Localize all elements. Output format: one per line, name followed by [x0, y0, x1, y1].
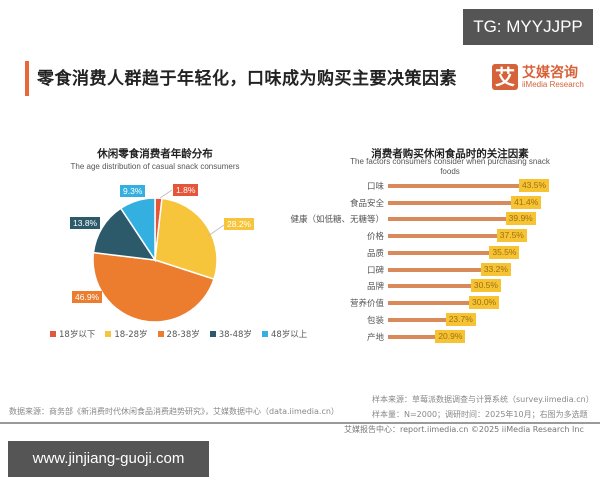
pie-slice	[154, 197, 218, 281]
bar-category-label: 品牌	[366, 282, 384, 292]
bar-row-health: 健康（如低糖、无糖等） 39.9%	[280, 212, 590, 226]
bar-row-nutrition: 营养价值 30.0%	[280, 296, 590, 310]
bar	[388, 301, 499, 305]
bar-category-label: 品质	[366, 249, 384, 259]
bar-value-label: 41.4%	[511, 196, 542, 209]
bar-value-label: 39.9%	[505, 212, 536, 225]
bar-chart-title: 消费者购买休闲食品时的关注因素	[371, 148, 529, 160]
legend-item-28-38: 28-38岁	[157, 328, 200, 340]
bar-row-taste: 口味 43.5%	[280, 179, 590, 193]
bar	[388, 284, 501, 288]
logo-mark-icon: 艾	[492, 64, 518, 90]
watermark-bottom: www.jinjiang-guoji.com	[8, 441, 209, 477]
legend-item-18-28: 18-28岁	[105, 328, 148, 340]
legend-swatch	[157, 331, 164, 337]
logo-name-en: iiMedia Research	[522, 80, 584, 89]
pie-label-38-48: 13.8%	[70, 217, 101, 229]
bar-category-label: 产地	[366, 333, 384, 343]
bar-row-origin: 产地 20.9%	[280, 330, 590, 344]
legend-swatch	[105, 331, 112, 337]
bar-value-label: 20.9%	[435, 330, 466, 343]
bar-category-label: 食品安全	[349, 199, 384, 209]
title-accent-bar	[25, 61, 29, 96]
bar-value-label: 30.5%	[470, 279, 501, 292]
bar	[388, 217, 536, 221]
bar	[388, 335, 466, 339]
pie-label-18-28: 28.2%	[224, 218, 255, 230]
bar-category-label: 口碑	[366, 266, 384, 276]
bar-row-reputation: 口碑 33.2%	[280, 263, 590, 277]
leader-line	[207, 224, 225, 237]
pie-label-28-38: 46.9%	[72, 291, 103, 303]
legend-label: 18-28岁	[114, 330, 148, 340]
bar-category-label: 包装	[366, 316, 384, 326]
bar-row-food-safety: 食品安全 41.4%	[280, 196, 590, 210]
bar-chart-subtitle: The factors consumers consider when purc…	[350, 157, 550, 176]
bar-category-label: 健康（如低糖、无糖等）	[290, 215, 384, 225]
bar	[388, 318, 476, 322]
bar-category-label: 价格	[366, 232, 384, 242]
bar-value-label: 37.5%	[496, 229, 527, 242]
bar-value-label: 33.2%	[480, 263, 511, 276]
bar-value-label: 30.0%	[469, 296, 500, 309]
bar-row-brand: 品牌 30.5%	[280, 279, 590, 293]
sample-source: 样本来源：草莓派数据调查与计算系统（survey.iimedia.cn）	[372, 395, 594, 404]
legend-swatch	[261, 331, 268, 337]
bar-value-label: 23.7%	[445, 313, 476, 326]
legend-item-48-plus: 48岁以上	[261, 328, 308, 340]
footer-copyright: 艾媒报告中心：report.iimedia.cn ©2025 iiMedia R…	[344, 425, 584, 434]
bar	[388, 201, 542, 205]
sample-size: 样本量：N=2000；调研时间：2025年10月；右图为多选题	[372, 410, 588, 419]
bar	[388, 268, 511, 272]
bar-category-label: 口味	[366, 182, 384, 192]
footer-divider	[0, 422, 600, 424]
legend-item-18-under: 18岁以下	[50, 328, 95, 340]
bar-row-price: 价格 37.5%	[280, 229, 590, 243]
logo-name-cn: 艾媒咨询	[522, 65, 578, 81]
pie-label-48-plus: 9.3%	[120, 185, 146, 197]
pie-chart-subtitle: The age distribution of casual snack con…	[70, 162, 240, 171]
legend-label: 18岁以下	[59, 330, 96, 340]
bar-value-label: 43.5%	[518, 179, 550, 192]
data-source: 数据来源：商务部《新消费时代休闲食品消费趋势研究》，艾媒数据中心（data.ii…	[9, 407, 339, 416]
pie-label-18-under: 1.8%	[173, 184, 199, 196]
bar-category-label: 营养价值	[349, 299, 384, 309]
bar-value-label: 35.5%	[489, 246, 520, 259]
bar	[388, 234, 527, 238]
logo: 艾 艾媒咨询 iiMedia Research	[492, 60, 592, 104]
leader-line	[159, 189, 173, 199]
legend-label: 38-48岁	[218, 330, 252, 340]
bar-row-packaging: 包装 23.7%	[280, 313, 590, 327]
pie-chart-title: 休闲零食消费者年龄分布	[97, 148, 213, 160]
pie-slice	[92, 251, 215, 323]
legend-swatch	[50, 331, 56, 337]
legend-swatch	[209, 331, 216, 337]
bar	[388, 251, 520, 255]
legend-item-38-48: 38-48岁	[209, 328, 252, 340]
bar	[388, 184, 549, 188]
legend-label: 48岁以上	[270, 330, 308, 340]
page-title: 零食消费人群趋于年轻化，口味成为购买主要决策因素	[37, 69, 457, 89]
pie-legend: 18岁以下 18-28岁 28-38岁 38-48岁 48岁以上	[50, 328, 307, 340]
bar-row-quality: 品质 35.5%	[280, 246, 590, 260]
watermark-top: TG: MYYJJPP	[463, 9, 593, 45]
pie-slice	[119, 197, 156, 263]
legend-label: 28-38岁	[166, 330, 200, 340]
pie-slice	[92, 207, 157, 261]
